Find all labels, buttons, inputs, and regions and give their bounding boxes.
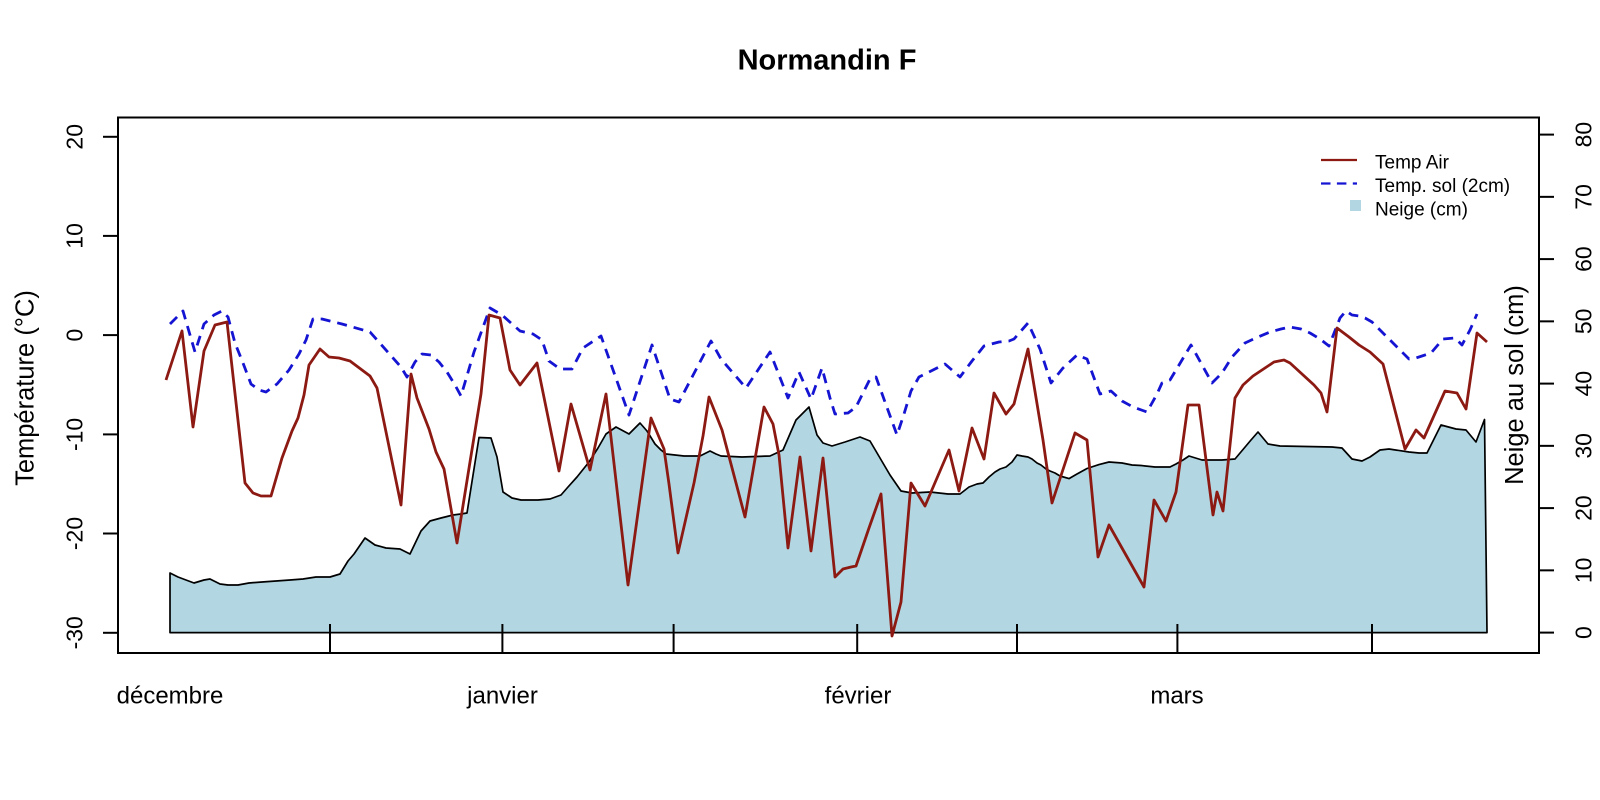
svg-text:Normandin F: Normandin F xyxy=(738,45,917,77)
svg-text:30: 30 xyxy=(1571,433,1597,459)
svg-text:-10: -10 xyxy=(62,418,88,451)
svg-text:Neige (cm): Neige (cm) xyxy=(1375,200,1468,221)
svg-text:50: 50 xyxy=(1571,309,1597,335)
svg-text:Température (°C): Température (°C) xyxy=(12,290,40,486)
svg-text:0: 0 xyxy=(62,329,88,342)
svg-text:Temp Air: Temp Air xyxy=(1375,153,1450,174)
svg-text:janvier: janvier xyxy=(466,683,538,710)
svg-text:20: 20 xyxy=(1571,495,1597,521)
svg-text:Temp. sol (2cm): Temp. sol (2cm) xyxy=(1375,176,1510,197)
svg-text:mars: mars xyxy=(1150,683,1203,710)
svg-text:70: 70 xyxy=(1571,184,1597,210)
svg-text:80: 80 xyxy=(1571,122,1597,148)
svg-text:-30: -30 xyxy=(62,616,88,649)
svg-text:décembre: décembre xyxy=(117,683,224,710)
svg-text:10: 10 xyxy=(62,223,88,249)
svg-text:février: février xyxy=(825,683,892,710)
svg-text:40: 40 xyxy=(1571,371,1597,397)
svg-text:20: 20 xyxy=(62,124,88,150)
svg-text:-20: -20 xyxy=(62,517,88,550)
svg-text:0: 0 xyxy=(1571,626,1597,639)
svg-text:Neige au sol (cm): Neige au sol (cm) xyxy=(1501,285,1529,485)
svg-text:60: 60 xyxy=(1571,246,1597,272)
svg-text:10: 10 xyxy=(1571,558,1597,584)
